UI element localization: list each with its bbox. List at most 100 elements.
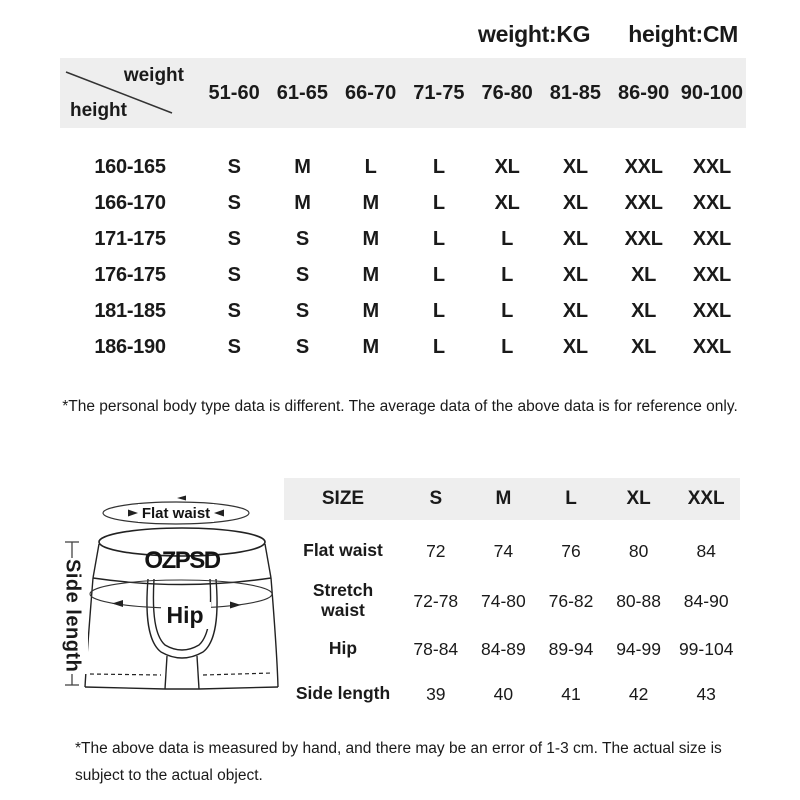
col-header: XXL: [687, 488, 725, 509]
height-range-cell: 186-190: [94, 335, 166, 358]
body-size-table-header: weight height 51-60 61-65 66-70 71-75 76…: [60, 58, 746, 128]
measure-label: Side length: [295, 683, 391, 704]
garment-table-header: SIZE S M L XL XXL: [284, 478, 740, 520]
weight-col-header: 61-65: [276, 81, 328, 104]
measure-value: 78-84: [413, 638, 459, 659]
size-cell: XXL: [692, 335, 731, 358]
weight-unit-label: weight:KG: [477, 21, 591, 47]
col-header: M: [495, 488, 512, 509]
size-cell: XL: [562, 155, 588, 178]
table-row: 186-190 S S M L L XL XL XXL: [60, 329, 746, 365]
measure-value: 39: [426, 683, 446, 704]
size-cell: XXL: [692, 227, 731, 250]
size-cell: L: [432, 335, 445, 358]
garment-size-table: SIZE S M L XL XXL Flat waist 72 74 76 80…: [284, 478, 740, 716]
measure-value: 74-80: [481, 590, 526, 611]
size-cell: L: [432, 263, 445, 286]
measure-value: 76: [561, 540, 581, 561]
table-row: 176-175 S S M L L XL XL XXL: [60, 257, 746, 293]
size-cell: M: [362, 335, 379, 358]
weight-col-header: 90-100: [680, 81, 744, 104]
size-cell: S: [227, 155, 241, 178]
table-row: 181-185 S S M L L XL XL XXL: [60, 293, 746, 329]
size-cell: L: [501, 227, 514, 250]
size-cell: XL: [562, 191, 588, 214]
size-cell: XXL: [624, 227, 663, 250]
size-cell: XL: [494, 155, 520, 178]
size-cell: XXL: [624, 155, 663, 178]
measure-label: Stretch waist: [312, 580, 374, 620]
units-legend: weight:KG height:CM: [478, 21, 738, 48]
boxer-body: [84, 577, 279, 690]
hip-label: Hip: [166, 602, 203, 628]
size-cell: S: [227, 299, 241, 322]
size-cell: L: [364, 155, 377, 178]
size-cell: L: [432, 227, 445, 250]
weight-col-header: 51-60: [208, 81, 260, 104]
height-unit-label: height:CM: [628, 21, 738, 47]
table-row: 171-175 S S M L L XL XXL XXL: [60, 221, 746, 257]
height-range-cell: 171-175: [94, 227, 166, 250]
size-cell: L: [501, 299, 514, 322]
weight-col-header: 81-85: [549, 81, 601, 104]
size-cell: S: [295, 263, 309, 286]
corner-header-cell: weight height: [60, 58, 200, 128]
waistband: OZPSD: [92, 527, 272, 586]
hip-measure-icon: Hip: [89, 579, 273, 629]
size-cell: XXL: [692, 263, 731, 286]
size-cell: M: [294, 191, 311, 214]
measure-value: 80-88: [616, 590, 661, 611]
size-cell: M: [294, 155, 311, 178]
size-cell: S: [295, 227, 309, 250]
height-range-cell: 166-170: [94, 191, 166, 214]
size-cell: S: [227, 227, 241, 250]
measure-value: 40: [493, 683, 514, 704]
size-cell: M: [362, 227, 379, 250]
col-header-size: SIZE: [321, 488, 365, 509]
size-cell: XXL: [624, 191, 663, 214]
measure-value: 84-90: [683, 590, 729, 611]
size-cell: M: [362, 191, 379, 214]
measure-value: 41: [561, 683, 581, 704]
measure-value: 74: [493, 540, 514, 561]
size-cell: L: [432, 191, 445, 214]
side-length-label: Side length: [56, 558, 88, 674]
size-cell: S: [227, 335, 241, 358]
size-cell: L: [432, 299, 445, 322]
size-cell: L: [432, 155, 445, 178]
measure-label: Flat waist: [303, 540, 383, 561]
corner-weight-label: weight: [123, 65, 184, 86]
col-header: L: [565, 488, 577, 509]
size-cell: XL: [562, 227, 588, 250]
measure-value: 80: [628, 540, 649, 561]
table-row: Hip 78-84 84-89 89-94 94-99 99-104: [284, 626, 740, 672]
size-cell: XL: [562, 335, 588, 358]
col-header: S: [429, 488, 443, 509]
size-cell: L: [501, 263, 514, 286]
size-cell: M: [362, 299, 379, 322]
size-cell: XL: [562, 263, 588, 286]
weight-col-header: 86-90: [618, 81, 670, 104]
diagonal-divider: [65, 71, 173, 114]
corner-height-label: height: [70, 100, 127, 121]
table-row: 166-170 S M M L XL XL XXL XXL: [60, 185, 746, 221]
size-cell: S: [295, 335, 309, 358]
boxers-diagram: Flat waist OZPSD: [45, 488, 290, 718]
weight-col-header: 76-80: [481, 81, 533, 104]
measure-value: 84: [696, 540, 716, 561]
size-cell: XXL: [692, 191, 731, 214]
measure-value: 99-104: [678, 638, 734, 659]
table-row: 160-165 S M L L XL XL XXL XXL: [60, 149, 746, 185]
size-cell: XL: [631, 335, 657, 358]
measure-value: 94-99: [616, 638, 661, 659]
size-cell: XXL: [692, 299, 731, 322]
size-cell: XL: [562, 299, 588, 322]
weight-col-header: 71-75: [413, 81, 465, 104]
table-row: Stretch waist 72-78 74-80 76-82 80-88 84…: [284, 576, 740, 626]
height-range-cell: 160-165: [94, 155, 166, 178]
measure-label: Hip: [328, 638, 358, 659]
boxers-illustration: Flat waist OZPSD: [65, 495, 279, 690]
weight-col-header: 66-70: [345, 81, 397, 104]
size-cell: M: [362, 263, 379, 286]
